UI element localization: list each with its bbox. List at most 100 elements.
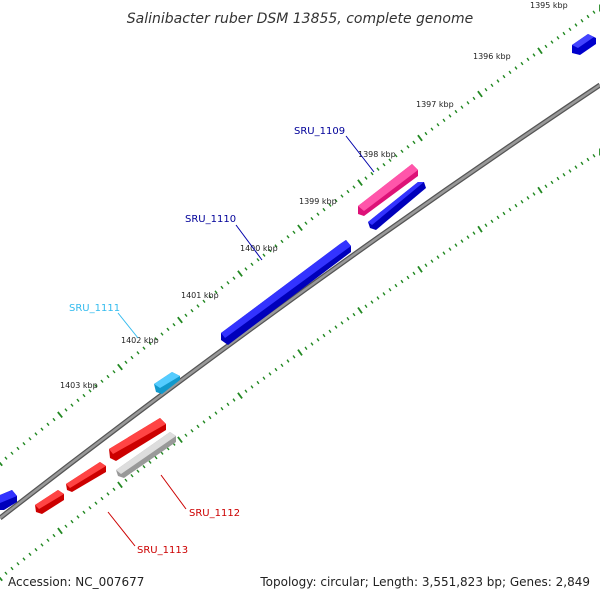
tick-mark (364, 176, 368, 180)
tick-mark (442, 118, 446, 122)
tick-mark (454, 109, 458, 114)
tick-mark (424, 263, 428, 267)
tick-mark (514, 66, 518, 70)
tick-mark (496, 215, 500, 220)
tick-mark (297, 224, 303, 232)
tick-mark (28, 437, 32, 441)
map-title: Salinibacter ruber DSM 13855, complete g… (127, 11, 473, 27)
label-leaders (107, 135, 375, 547)
tick-mark (76, 398, 80, 403)
tick-mark (316, 212, 320, 216)
tick-mark (436, 123, 440, 127)
gene-sru-1110[interactable] (221, 240, 351, 345)
tick-mark (544, 44, 548, 49)
tick-mark (400, 149, 404, 154)
gene-label-sru-1109[interactable]: SRU_1109 (294, 126, 345, 137)
tick-mark (286, 235, 290, 239)
gene-sru-1112[interactable] (116, 432, 176, 478)
tick-mark (586, 157, 590, 162)
tick-mark (237, 392, 243, 399)
tick-mark (442, 251, 446, 255)
tick-mark (477, 225, 483, 233)
tick-mark (352, 312, 356, 317)
tick-mark (370, 300, 374, 304)
tick-mark (177, 316, 183, 324)
genome-backbone (0, 82, 600, 520)
tick-mark (117, 481, 123, 489)
tick-mark (10, 451, 14, 455)
tick-label-1399: 1399 kbp (299, 197, 337, 206)
tick-mark (297, 349, 303, 356)
tick-mark (52, 533, 56, 538)
tick-mark (580, 19, 584, 23)
tick-mark (436, 255, 440, 259)
gene-arrow[interactable] (35, 490, 64, 514)
tick-mark (352, 185, 356, 189)
tick-mark (34, 547, 38, 552)
tick-mark (124, 478, 128, 482)
tick-mark (292, 230, 296, 235)
tick-mark (154, 337, 158, 341)
tick-mark (388, 158, 392, 162)
tick-mark (430, 259, 434, 263)
tick-labels: 1395 kbp 1396 kbp 1397 kbp 1398 kbp 1399… (60, 1, 568, 390)
tick-mark (208, 415, 212, 420)
tick-mark (304, 221, 308, 225)
tick-mark (556, 36, 560, 40)
tick-mark (148, 460, 152, 464)
gene-label-sru-1111[interactable]: SRU_1111 (69, 303, 120, 314)
gene-label-sru-1112[interactable]: SRU_1112 (189, 508, 240, 519)
gene-arrow[interactable] (572, 34, 596, 55)
tick-mark (412, 140, 416, 145)
tick-mark (310, 342, 314, 346)
tick-mark (136, 351, 140, 355)
tick-mark (34, 432, 38, 436)
tick-mark (286, 359, 290, 363)
tick-label-1401: 1401 kbp (181, 291, 219, 300)
tick-mark (477, 90, 483, 98)
tick-mark (64, 408, 68, 412)
tick-label-1400: 1400 kbp (240, 244, 278, 253)
tick-mark (196, 424, 200, 429)
reverse-genes (0, 418, 176, 514)
tick-mark (112, 487, 116, 492)
tick-mark (88, 506, 92, 510)
tick-mark (208, 294, 212, 299)
accession-text: Accession: NC_007677 (8, 575, 144, 589)
tick-mark (532, 53, 536, 57)
gene-sru-1109[interactable] (358, 164, 418, 216)
gene-label-sru-1113[interactable]: SRU_1113 (137, 545, 188, 556)
tick-mark (100, 379, 104, 383)
gene-arrow[interactable] (0, 490, 17, 510)
tick-mark (550, 40, 554, 44)
tick-mark (0, 576, 3, 582)
tick-mark (184, 433, 188, 437)
tick-mark (508, 70, 512, 74)
tick-mark (70, 519, 74, 524)
tick-mark (448, 247, 452, 251)
tick-mark (322, 207, 326, 212)
gene-label-sru-1110[interactable]: SRU_1110 (185, 214, 236, 225)
tick-mark (346, 189, 350, 194)
gene-sru-1113[interactable] (66, 462, 106, 492)
gene-sru-1111[interactable] (154, 372, 180, 394)
tick-mark (274, 244, 278, 248)
tick-mark (82, 510, 86, 515)
tick-mark (64, 524, 68, 528)
tick-mark (340, 321, 344, 325)
tick-label-1403: 1403 kbp (60, 381, 98, 390)
tick-mark (382, 292, 386, 296)
tick-mark (244, 389, 248, 393)
tick-mark (130, 473, 134, 478)
gene-arrow[interactable] (368, 182, 426, 230)
tick-mark (484, 88, 488, 92)
gene-red-upper[interactable] (109, 418, 166, 461)
tick-mark (550, 180, 554, 185)
tick-mark (237, 270, 243, 277)
tick-mark (256, 380, 260, 385)
tick-mark (256, 258, 260, 262)
tick-mark (184, 313, 188, 318)
tick-mark (562, 31, 566, 36)
tick-mark (160, 451, 164, 455)
tick-mark (4, 456, 8, 460)
